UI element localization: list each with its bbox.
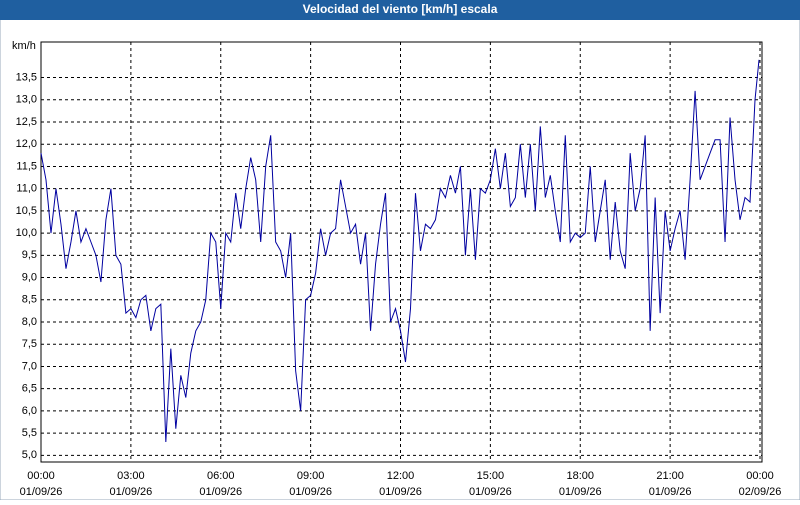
y-tick-label: 6,5 (22, 383, 37, 395)
x-tick-label: 15:00 (477, 470, 505, 482)
data-line (40, 59, 760, 443)
y-tick-label: 10,0 (16, 227, 37, 239)
x-tick-date: 01/09/26 (379, 486, 422, 498)
x-tick-date: 01/09/26 (559, 486, 602, 498)
y-tick-label: 9,5 (22, 249, 37, 261)
y-tick-label: 6,0 (22, 405, 37, 417)
x-tick-date: 01/09/26 (20, 486, 63, 498)
x-tick-label: 00:00 (746, 470, 774, 482)
x-tick-label: 12:00 (387, 470, 415, 482)
y-tick-label: 11,5 (16, 160, 37, 172)
title-bar (0, 0, 800, 20)
y-tick-label: 13,0 (16, 94, 37, 106)
y-tick-label: 9,0 (22, 271, 37, 283)
y-tick-label: 13,5 (16, 71, 37, 83)
x-tick-date: 01/09/26 (649, 486, 692, 498)
x-tick-date: 02/09/26 (739, 486, 782, 498)
y-tick-label: 11,0 (16, 183, 37, 195)
x-tick-date: 01/09/26 (199, 486, 242, 498)
y-tick-label: 12,0 (16, 138, 37, 150)
x-tick-label: 03:00 (117, 470, 145, 482)
x-tick-date: 01/09/26 (109, 486, 152, 498)
y-tick-label: 12,5 (16, 116, 37, 128)
y-tick-label: 8,0 (22, 316, 37, 328)
x-tick-date: 01/09/26 (469, 486, 512, 498)
y-tick-label: 10,5 (16, 205, 37, 217)
y-tick-label: 7,0 (22, 360, 37, 372)
x-tick-date: 01/09/26 (289, 486, 332, 498)
x-tick-label: 21:00 (656, 470, 684, 482)
chart-title: Velocidad del viento [km/h] escala (303, 2, 498, 16)
y-axis-label: km/h (12, 40, 36, 52)
x-tick-label: 18:00 (566, 470, 594, 482)
y-tick-label: 5,0 (22, 449, 37, 461)
y-tick-label: 5,5 (22, 427, 37, 439)
x-tick-label: 06:00 (207, 470, 235, 482)
y-tick-label: 7,5 (22, 338, 37, 350)
x-tick-label: 09:00 (297, 470, 325, 482)
x-tick-label: 00:00 (27, 470, 55, 482)
y-tick-label: 8,5 (22, 294, 37, 306)
